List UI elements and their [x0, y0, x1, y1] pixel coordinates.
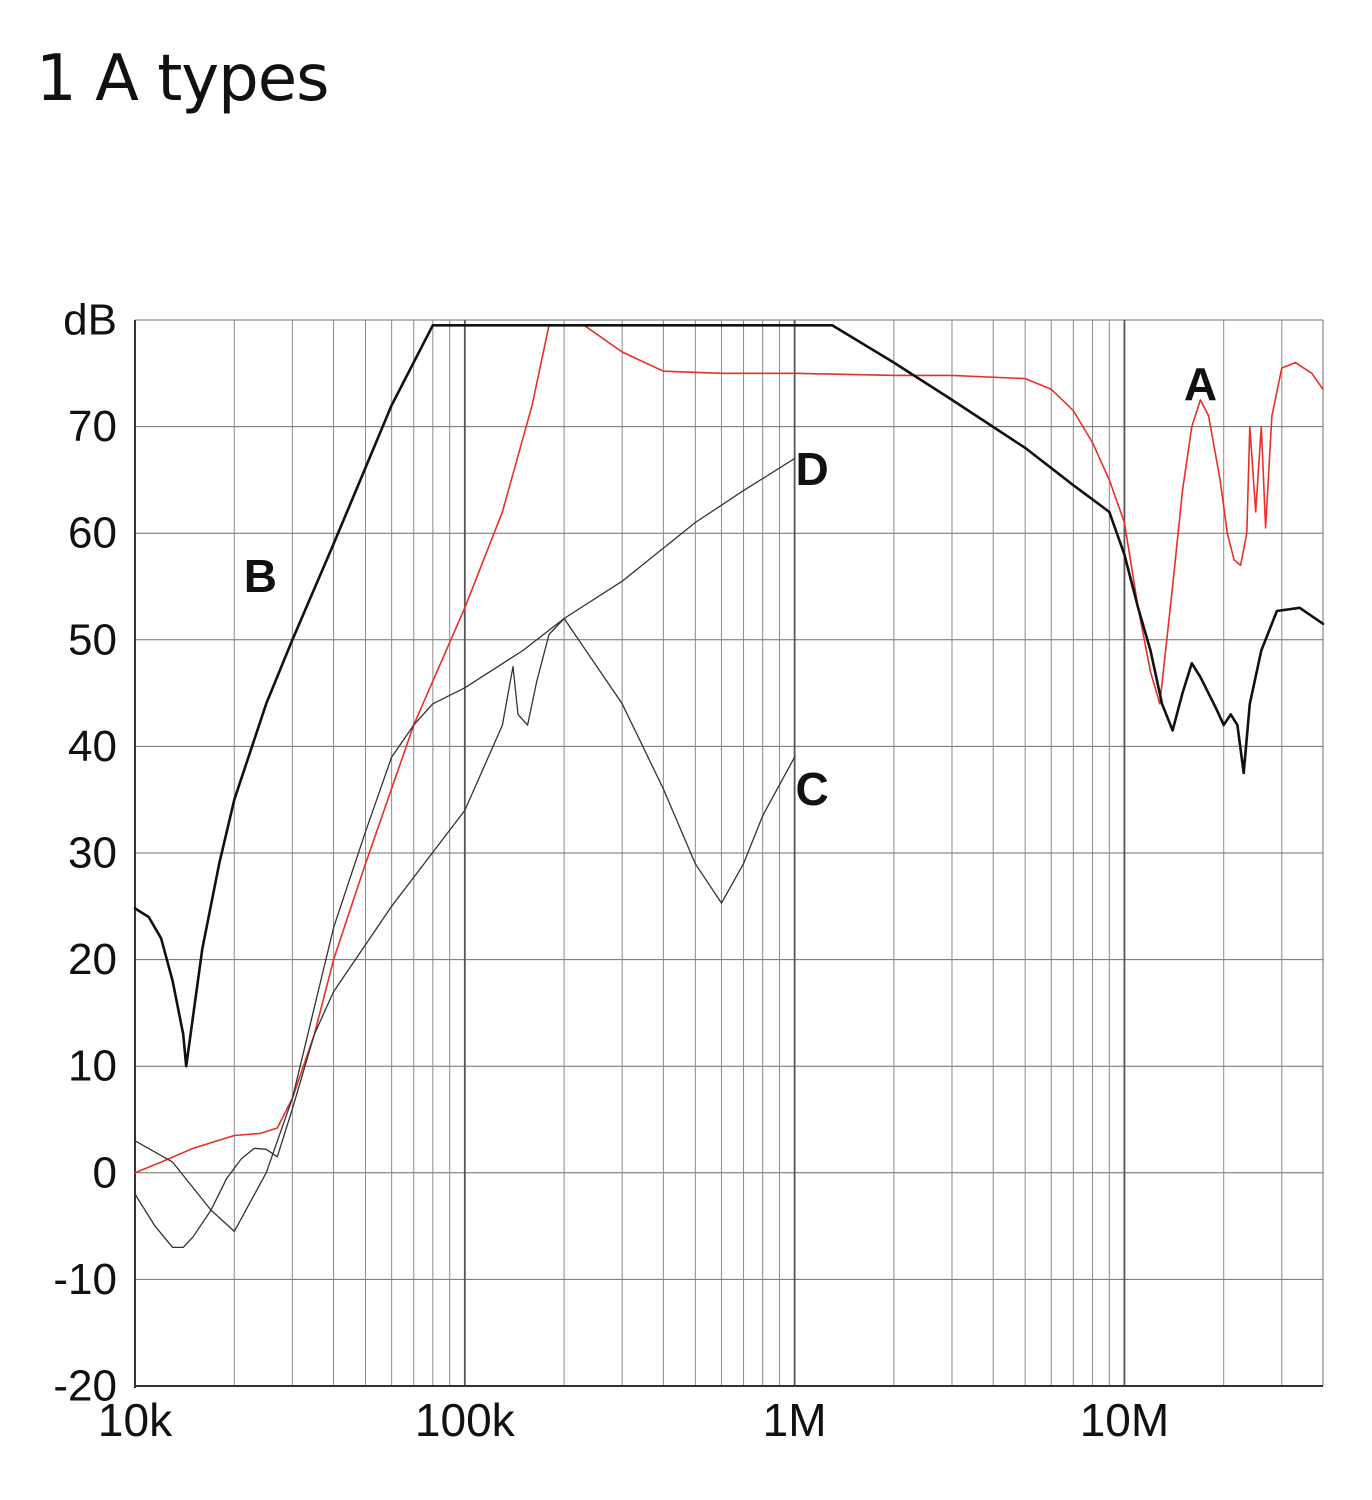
- series-label-c: C: [796, 763, 829, 815]
- chart-title: 1 A types: [36, 42, 329, 116]
- series-line-d: [134, 457, 796, 1233]
- y-tick-label: dB: [63, 296, 117, 345]
- x-tick-label: 10M: [1080, 1394, 1169, 1446]
- x-tick-label: 100k: [415, 1394, 516, 1446]
- x-tick-label: 1M: [763, 1394, 827, 1446]
- y-tick-label: 60: [68, 509, 117, 558]
- series-label-a: A: [1184, 358, 1217, 410]
- series-line-c: [134, 617, 796, 1249]
- series-labels: A B C D: [244, 358, 1217, 815]
- y-tick-label: 70: [68, 402, 117, 451]
- y-tick-label: -20: [53, 1362, 117, 1411]
- series-label-b: B: [244, 550, 277, 602]
- y-tick-label: 50: [68, 615, 117, 664]
- series: [133, 324, 1325, 1249]
- y-tick-label: 20: [68, 935, 117, 984]
- series-label-d: D: [796, 443, 829, 495]
- x-tick-label: 10k: [98, 1394, 173, 1446]
- y-tick-label: -10: [53, 1255, 117, 1304]
- y-tick-label: 30: [68, 829, 117, 878]
- series-line-b: [133, 324, 1325, 1068]
- y-tick-label: 40: [68, 722, 117, 771]
- y-tick-label: 0: [93, 1148, 117, 1197]
- y-tick-label: 10: [68, 1042, 117, 1091]
- grid: [134, 319, 1324, 1387]
- series-line-a: [134, 324, 1324, 1174]
